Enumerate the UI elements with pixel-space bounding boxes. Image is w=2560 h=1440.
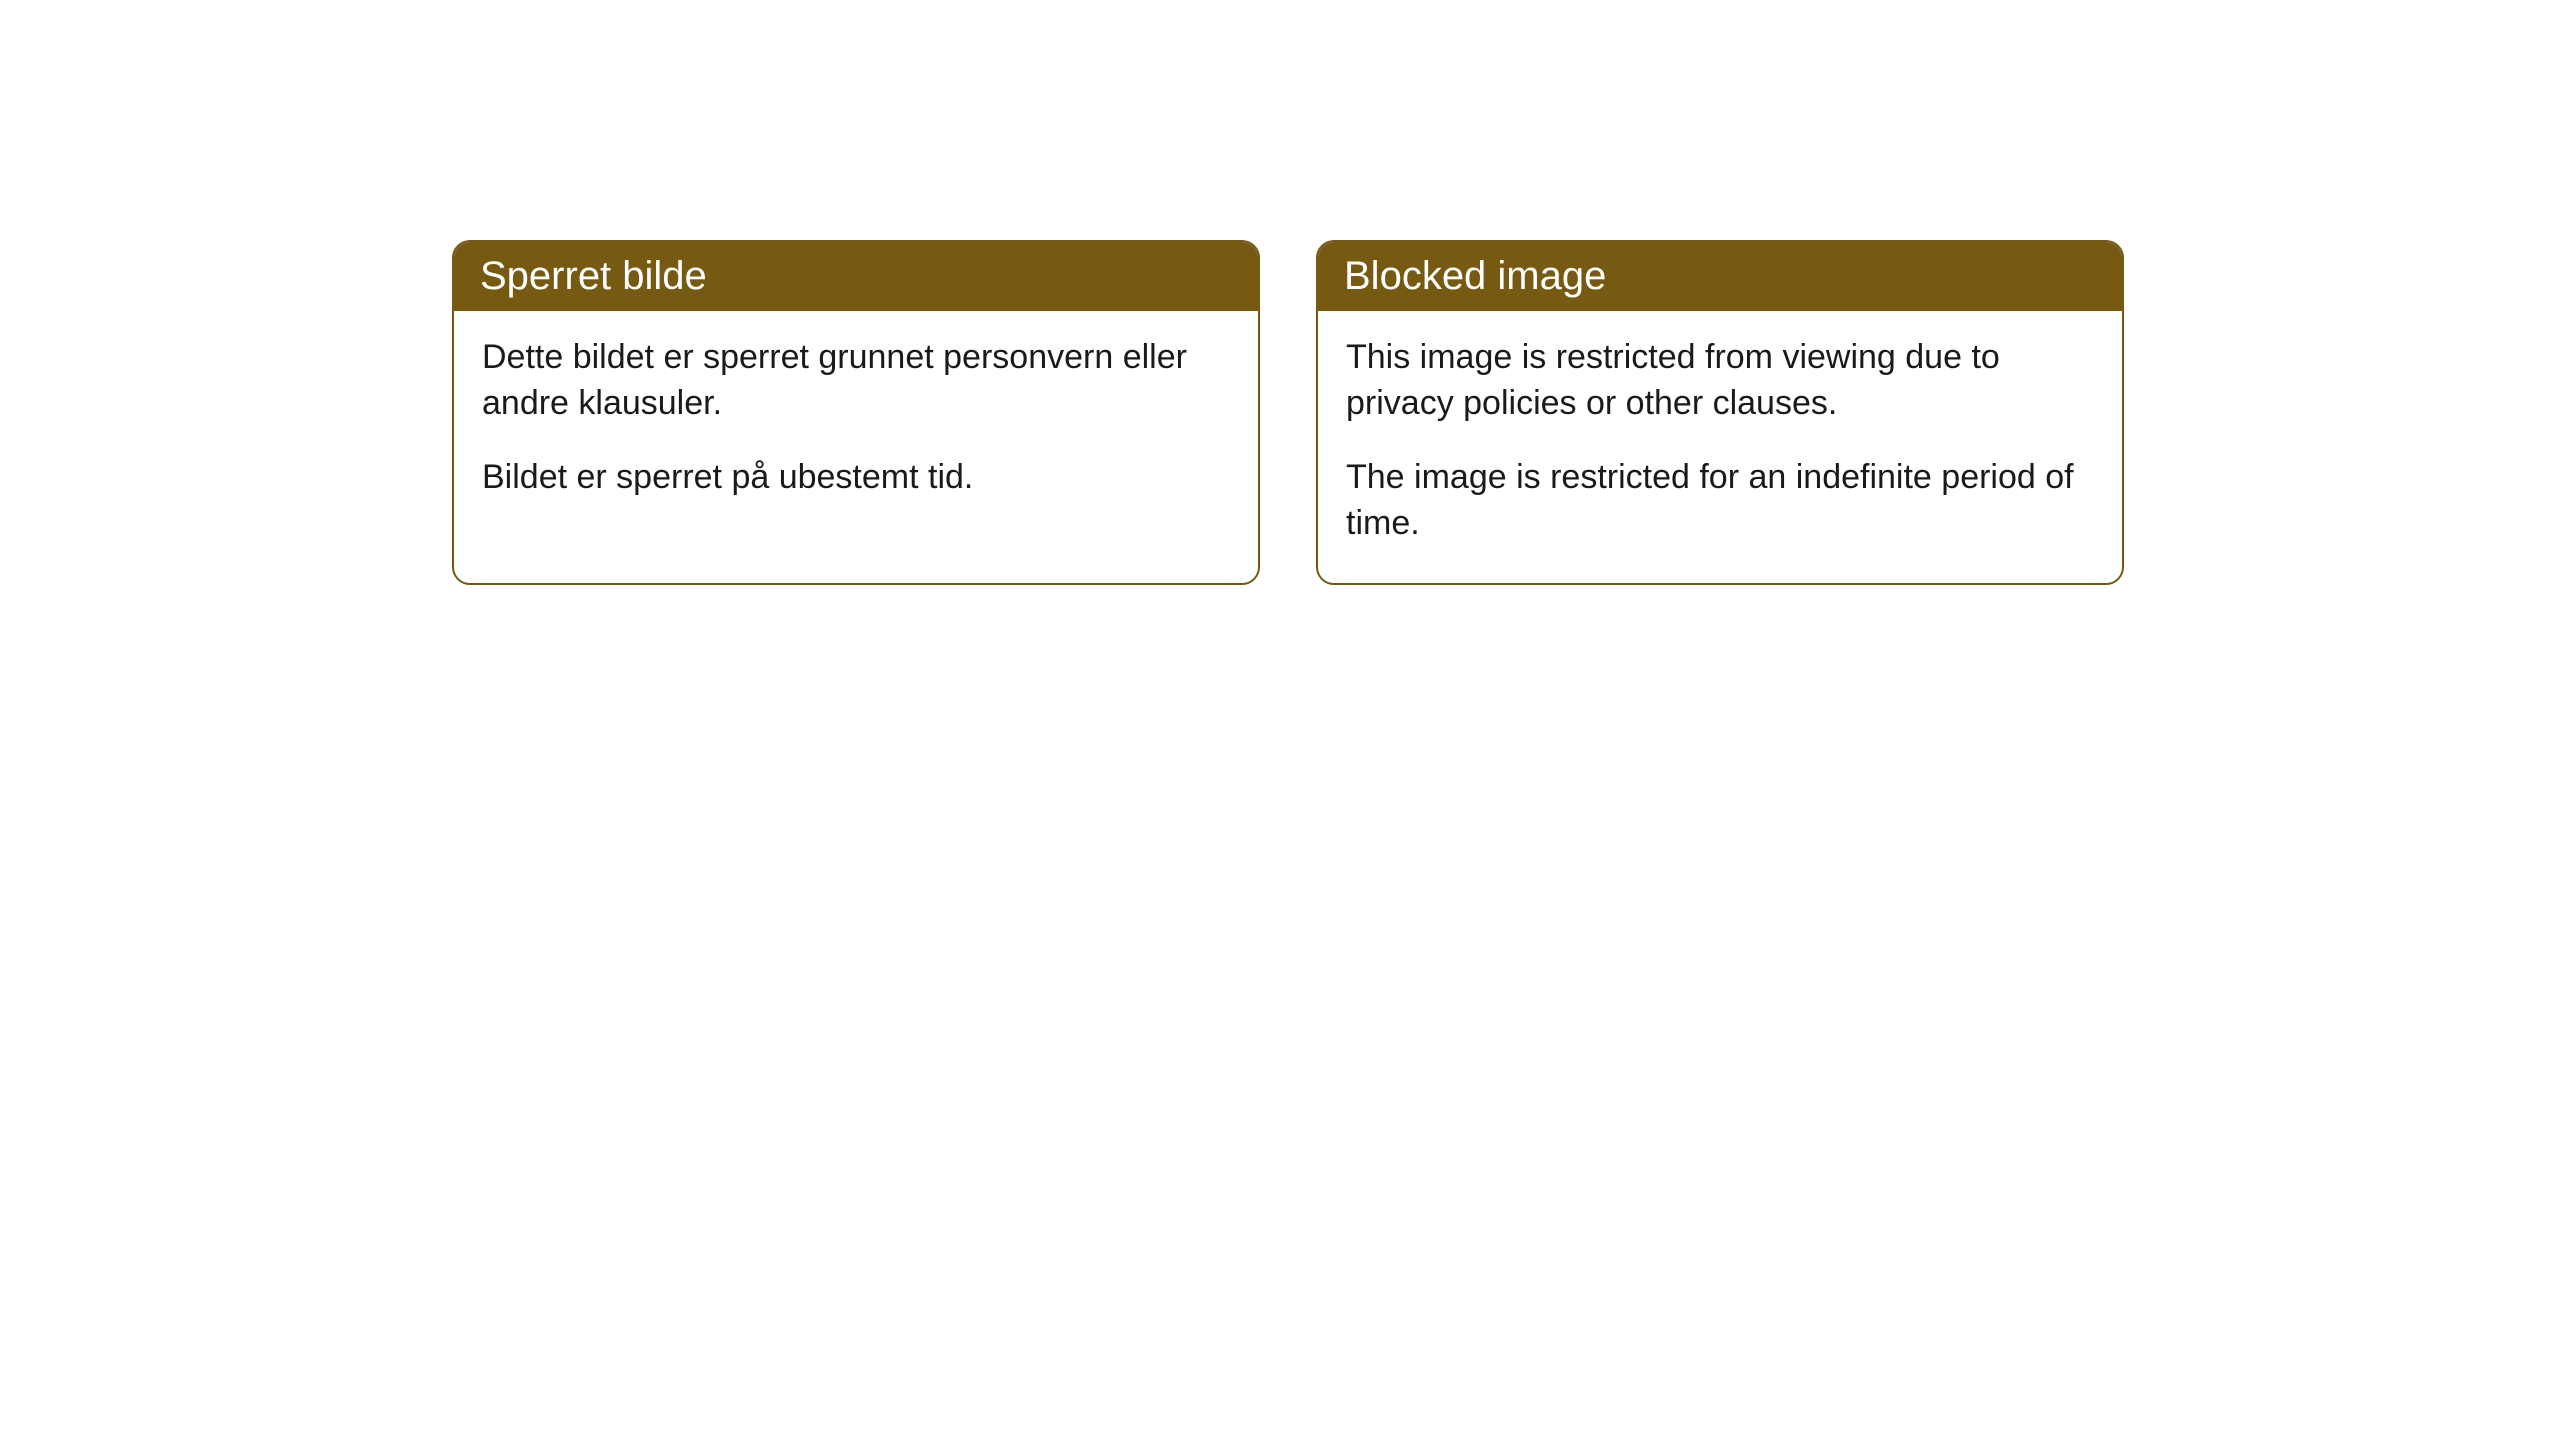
card-paragraph-1: Dette bildet er sperret grunnet personve… xyxy=(482,335,1230,427)
card-header-english: Blocked image xyxy=(1318,242,2122,311)
card-paragraph-1: This image is restricted from viewing du… xyxy=(1346,335,2094,427)
card-paragraph-2: The image is restricted for an indefinit… xyxy=(1346,455,2094,547)
card-body-english: This image is restricted from viewing du… xyxy=(1318,311,2122,583)
card-norwegian: Sperret bilde Dette bildet er sperret gr… xyxy=(452,240,1260,585)
card-paragraph-2: Bildet er sperret på ubestemt tid. xyxy=(482,455,1230,501)
cards-container: Sperret bilde Dette bildet er sperret gr… xyxy=(0,0,2560,585)
card-english: Blocked image This image is restricted f… xyxy=(1316,240,2124,585)
card-header-norwegian: Sperret bilde xyxy=(454,242,1258,311)
card-body-norwegian: Dette bildet er sperret grunnet personve… xyxy=(454,311,1258,537)
